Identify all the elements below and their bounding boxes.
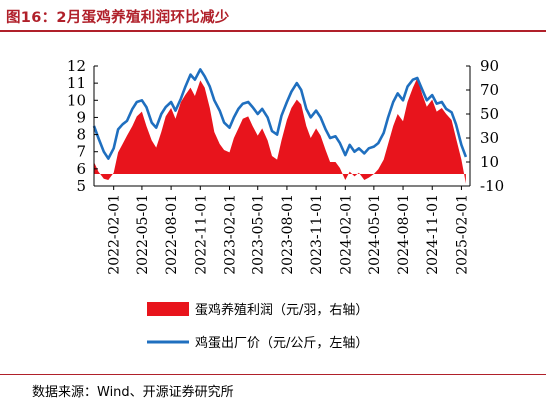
x-tick-label: 2024-11-01 — [425, 194, 441, 275]
x-tick-label: 2023-08-01 — [280, 194, 296, 275]
right-tick-label: -10 — [480, 177, 504, 195]
left-tick-label: 7 — [76, 143, 86, 161]
x-tick-label: 2023-05-01 — [251, 194, 267, 275]
x-tick-label: 2022-08-01 — [164, 194, 180, 275]
x-tick-label: 2022-02-01 — [107, 194, 123, 275]
right-tick-label: 70 — [480, 81, 499, 99]
left-tick-label: 5 — [76, 177, 86, 195]
price-line-group — [92, 68, 468, 160]
legend-swatch-profit — [147, 302, 189, 316]
x-tick-label: 2022-05-01 — [135, 194, 151, 275]
left-tick-label: 6 — [76, 160, 86, 178]
left-tick-label: 9 — [76, 108, 86, 126]
x-tick-label: 2023-11-01 — [309, 194, 325, 275]
axes-group — [93, 66, 471, 187]
x-tick-label: 2023-02-01 — [222, 194, 238, 275]
left-tick-label: 11 — [67, 74, 86, 92]
x-axis-ticks: 2022-02-01 2022-05-01 2022-08-01 2022-11-01… — [107, 186, 470, 275]
right-tick-label: 90 — [480, 57, 499, 75]
left-tick-label: 12 — [67, 57, 86, 75]
source-rule — [0, 374, 546, 375]
legend-label-price: 鸡蛋出厂价（元/公斤，左轴） — [195, 335, 368, 351]
right-tick-label: 50 — [480, 105, 499, 123]
x-tick-label: 2022-11-01 — [193, 194, 209, 275]
title-rule — [0, 30, 546, 32]
figure-source: 数据来源：Wind、开源证券研究所 — [32, 385, 234, 400]
legend-label-profit: 蛋鸡养殖利润（元/羽，右轴） — [195, 302, 368, 318]
left-tick-label: 8 — [76, 126, 86, 144]
x-tick-label: 2025-02-01 — [454, 194, 470, 275]
legend: 蛋鸡养殖利润（元/羽，右轴） 鸡蛋出厂价（元/公斤，左轴） — [147, 302, 368, 351]
profit-area — [94, 78, 466, 184]
profit-area-group — [94, 78, 466, 184]
x-tick-label: 2024-02-01 — [338, 194, 354, 275]
price-line — [92, 68, 468, 160]
right-tick-label: 10 — [480, 153, 499, 171]
x-tick-label: 2024-08-01 — [396, 194, 412, 275]
left-tick-label: 10 — [67, 91, 86, 109]
right-tick-label: 30 — [480, 129, 499, 147]
x-tick-label: 2024-05-01 — [367, 194, 383, 275]
figure-title: 图16：2月蛋鸡养殖利润环比减少 — [6, 10, 230, 26]
right-axis-ticks: -10 10 30 50 70 90 — [466, 57, 504, 195]
